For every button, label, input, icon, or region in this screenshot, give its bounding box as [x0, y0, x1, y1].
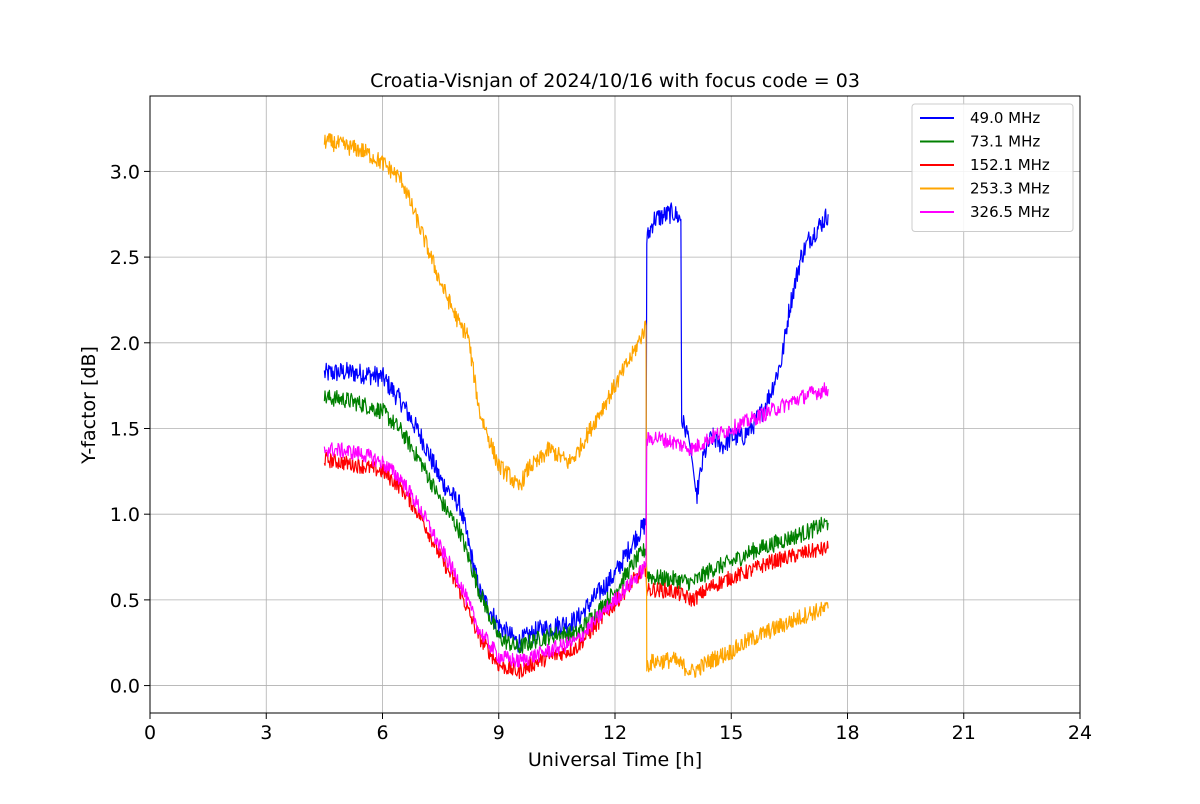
legend-label: 326.5 MHz — [970, 203, 1050, 221]
x-tick-label: 6 — [376, 722, 388, 744]
axis-ticks: 0 3 6 9 12 15 18 21 24 0.0 0.5 1.0 1.5 2.0 2.5 3.0 — [110, 161, 1092, 744]
x-tick-label: 0 — [144, 722, 156, 744]
x-tick-label: 3 — [260, 722, 272, 744]
x-tick-label: 9 — [493, 722, 505, 744]
y-tick-label: 1.5 — [110, 418, 140, 440]
legend-item: 326.5 MHz — [920, 203, 1050, 221]
y-tick-label: 2.5 — [110, 247, 140, 269]
legend: 49.0 MHz 73.1 MHz 152.1 MHz 253.3 MHz 32… — [911, 103, 1074, 232]
legend-item: 73.1 MHz — [920, 133, 1040, 151]
legend-item: 253.3 MHz — [920, 180, 1050, 198]
legend-label: 73.1 MHz — [970, 133, 1040, 151]
x-tick-label: 21 — [952, 722, 976, 744]
legend-item: 49.0 MHz — [920, 109, 1040, 127]
series-4 — [323, 382, 829, 668]
x-tick-label: 15 — [719, 722, 743, 744]
chart-title: Croatia-Visnjan of 2024/10/16 with focus… — [370, 70, 860, 92]
series-3 — [323, 133, 829, 678]
series-line — [323, 389, 829, 654]
y-tick-label: 3.0 — [110, 161, 140, 183]
legend-label: 253.3 MHz — [970, 180, 1050, 198]
y-tick-label: 0.5 — [110, 590, 140, 612]
x-tick-label: 24 — [1068, 722, 1092, 744]
series-1 — [323, 389, 829, 654]
x-tick-label: 18 — [835, 722, 859, 744]
y-tick-label: 1.0 — [110, 504, 140, 526]
legend-label: 152.1 MHz — [970, 156, 1050, 174]
x-tick-label: 12 — [603, 722, 627, 744]
series-layer — [323, 133, 829, 680]
legend-item: 152.1 MHz — [920, 156, 1050, 174]
legend-label: 49.0 MHz — [970, 109, 1040, 127]
series-line — [323, 382, 829, 668]
y-axis-label: Y-factor [dB] — [78, 346, 100, 465]
y-tick-label: 0.0 — [110, 676, 140, 698]
legend-box — [911, 103, 1074, 232]
y-tick-label: 2.0 — [110, 333, 140, 355]
x-axis-label: Universal Time [h] — [528, 749, 702, 771]
series-line — [323, 133, 829, 678]
